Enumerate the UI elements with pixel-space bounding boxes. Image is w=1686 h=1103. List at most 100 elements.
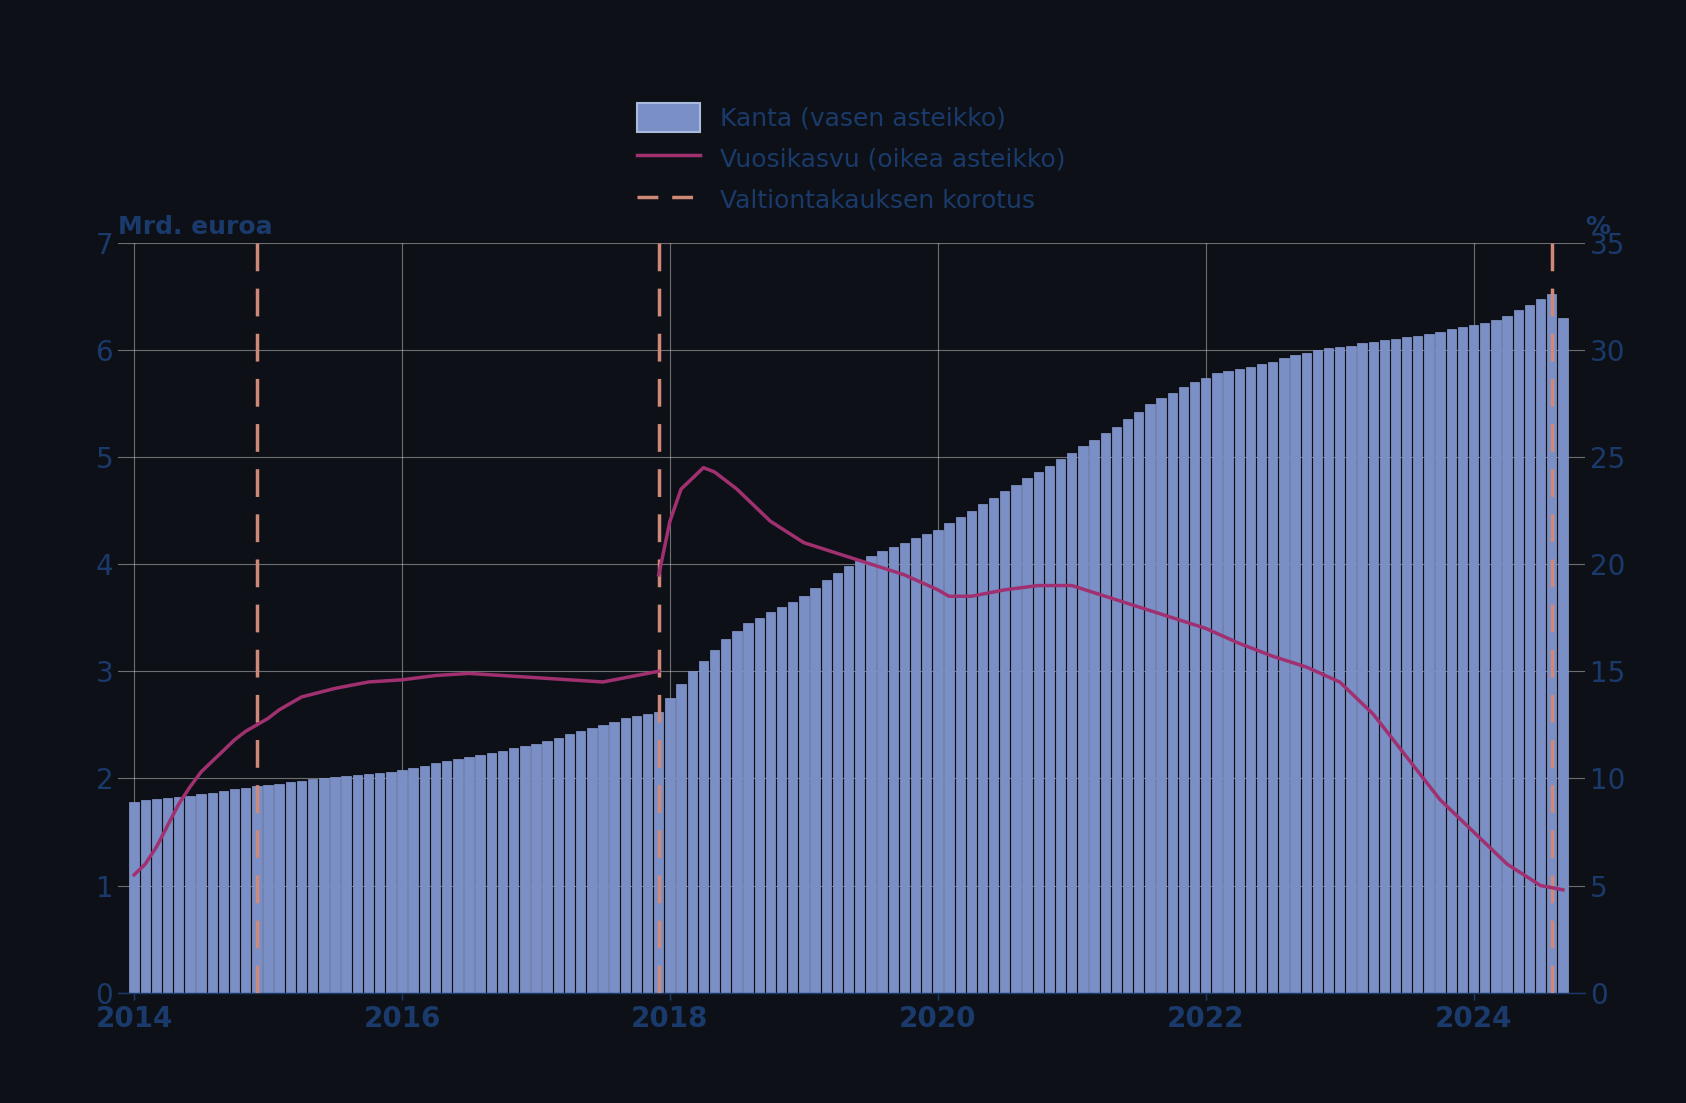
Bar [765,612,776,993]
Bar [577,731,585,993]
Bar [464,757,474,993]
Text: Mrd. euroa: Mrd. euroa [118,215,273,239]
Bar [1302,353,1312,993]
Bar [1067,452,1076,993]
Bar [966,511,976,993]
Bar [910,538,921,993]
Text: %: % [1585,215,1610,239]
Bar [1145,405,1155,993]
Bar [1022,479,1032,993]
Bar [454,759,462,993]
Bar [219,791,228,993]
Bar [319,779,329,993]
Bar [364,774,373,993]
Bar [1168,393,1177,993]
Bar [174,796,184,993]
Bar [1536,299,1546,993]
Bar [956,517,964,993]
Bar [821,580,831,993]
Bar [666,698,674,993]
Bar [777,607,786,993]
Bar [855,561,865,993]
Bar [1324,347,1334,993]
Bar [722,639,730,993]
Bar [1234,370,1244,993]
Bar [1313,350,1322,993]
Bar [1435,332,1445,993]
Bar [285,782,295,993]
Bar [1558,318,1568,993]
Bar [867,556,875,993]
Bar [1000,491,1010,993]
Bar [787,601,797,993]
Bar [676,684,686,993]
Bar [932,529,942,993]
Bar [1345,345,1356,993]
Bar [587,728,597,993]
Bar [140,800,150,993]
Bar [196,794,206,993]
Bar [1258,364,1266,993]
Bar [374,773,384,993]
Bar [1224,372,1232,993]
Bar [1357,343,1367,993]
Bar [1514,310,1522,993]
Bar [207,793,217,993]
Bar [1480,323,1489,993]
Bar [1268,362,1278,993]
Bar [1012,485,1020,993]
Bar [185,795,194,993]
Bar [553,738,563,993]
Bar [744,623,752,993]
Bar [309,780,317,993]
Bar [531,745,541,993]
Bar [698,661,708,993]
Bar [1502,315,1512,993]
Bar [1246,367,1254,993]
Bar [1425,334,1433,993]
Bar [632,716,641,993]
Bar [944,524,954,993]
Bar [398,770,406,993]
Bar [755,618,764,993]
Bar [152,799,162,993]
Bar [900,543,909,993]
Bar [710,650,720,993]
Bar [1179,387,1189,993]
Bar [1101,433,1109,993]
Bar [1212,374,1222,993]
Bar [1089,440,1099,993]
Legend: Kanta (vasen asteikko), Vuosikasvu (oikea asteikko), Valtiontakauksen korotus: Kanta (vasen asteikko), Vuosikasvu (oike… [626,90,1077,227]
Bar [229,789,239,993]
Bar [688,672,696,993]
Bar [408,768,418,993]
Bar [565,735,575,993]
Bar [1200,377,1211,993]
Bar [1280,358,1288,993]
Bar [253,786,261,993]
Bar [620,718,631,993]
Bar [475,754,486,993]
Bar [732,631,742,993]
Bar [1045,465,1054,993]
Bar [487,752,496,993]
Bar [978,504,986,993]
Bar [342,777,351,993]
Bar [642,714,652,993]
Bar [1447,330,1457,993]
Bar [1458,328,1467,993]
Bar [922,534,931,993]
Bar [1135,411,1143,993]
Bar [1369,342,1377,993]
Bar [521,747,529,993]
Bar [990,497,998,993]
Bar [1190,382,1199,993]
Bar [509,749,518,993]
Bar [1548,295,1556,993]
Bar [330,778,339,993]
Bar [543,741,551,993]
Bar [164,797,172,993]
Bar [833,572,841,993]
Bar [1290,355,1300,993]
Bar [1379,340,1389,993]
